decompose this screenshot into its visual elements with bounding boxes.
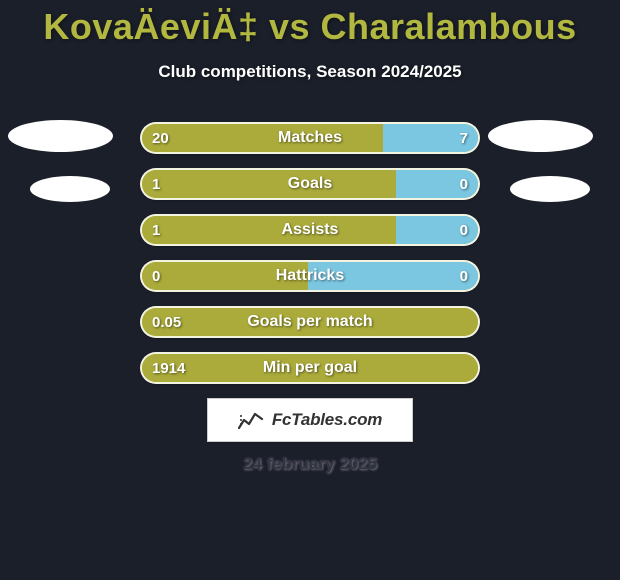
bar-left-fill bbox=[142, 308, 480, 336]
page-title: KovaÄeviÄ‡ vs Charalambous bbox=[0, 6, 620, 48]
bar-row: Min per goal1914 bbox=[140, 352, 480, 384]
avatar bbox=[30, 176, 110, 202]
stats-bars: Matches207 Goals10 Assists10 Hattricks00 Goa… bbox=[140, 122, 480, 398]
bar-row: Matches207 bbox=[140, 122, 480, 154]
bar-right-fill bbox=[383, 124, 478, 152]
avatar bbox=[8, 120, 113, 152]
bar-row: Goals10 bbox=[140, 168, 480, 200]
comparison-card: KovaÄeviÄ‡ vs Charalambous Club competit… bbox=[0, 0, 620, 580]
bar-left-fill bbox=[142, 170, 400, 198]
bar-right-fill bbox=[308, 262, 478, 290]
subtitle: Club competitions, Season 2024/2025 bbox=[0, 62, 620, 82]
bar-left-fill bbox=[142, 262, 312, 290]
source-badge: FcTables.com bbox=[207, 398, 413, 442]
bar-left-fill bbox=[142, 354, 480, 382]
avatar bbox=[510, 176, 590, 202]
bar-right-fill bbox=[396, 170, 478, 198]
date-caption: 24 february 2025 bbox=[0, 454, 620, 474]
bar-right-fill bbox=[396, 216, 478, 244]
bar-row: Assists10 bbox=[140, 214, 480, 246]
bar-row: Goals per match0.05 bbox=[140, 306, 480, 338]
chart-icon bbox=[238, 410, 266, 430]
bar-left-fill bbox=[142, 124, 387, 152]
bar-row: Hattricks00 bbox=[140, 260, 480, 292]
avatar bbox=[488, 120, 593, 152]
badge-text: FcTables.com bbox=[272, 410, 382, 430]
bar-left-fill bbox=[142, 216, 400, 244]
